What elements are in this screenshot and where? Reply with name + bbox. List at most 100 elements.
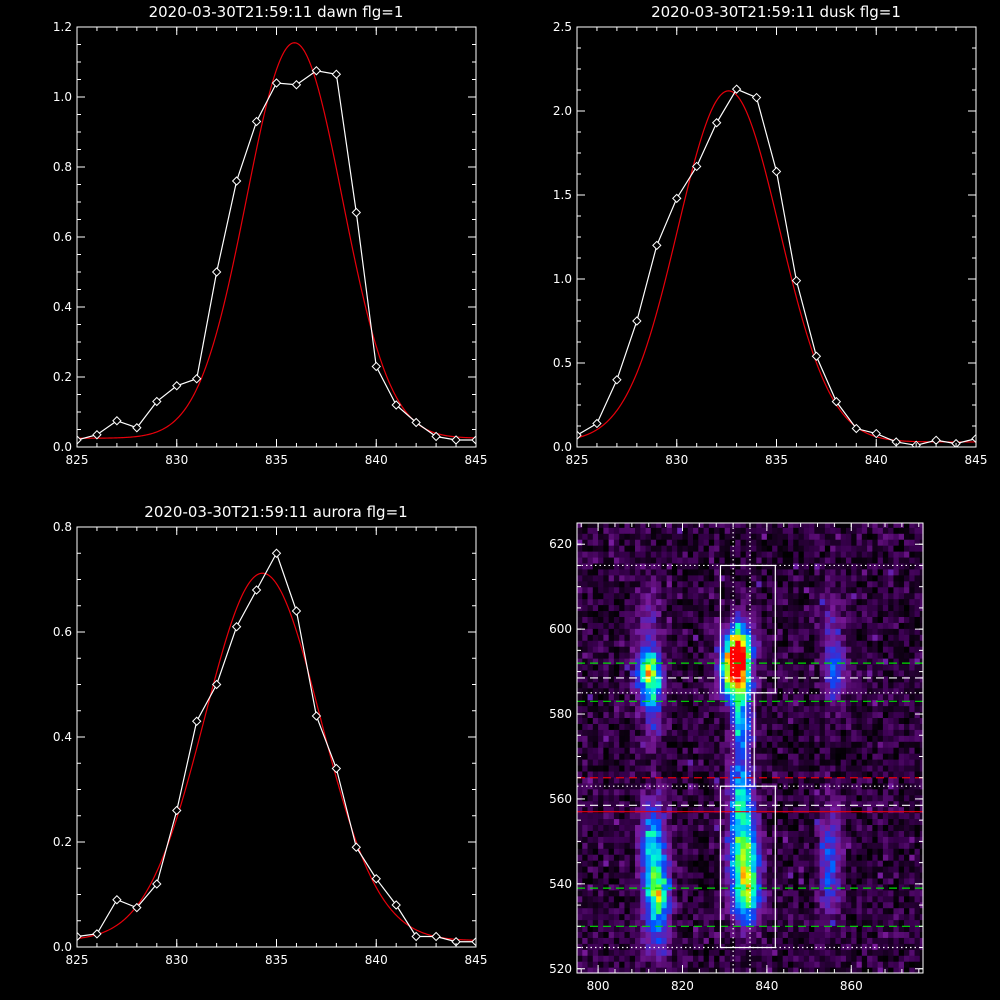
data-point (291, 80, 302, 90)
y-tick-label: 0.0 (53, 940, 72, 954)
y-tick-label: 0.0 (53, 440, 72, 454)
fit-curve (577, 90, 976, 443)
y-tick-label: 0.0 (553, 440, 572, 454)
y-tick-label: 1.0 (53, 90, 72, 104)
panel-2-title: 2020-03-30T21:59:11 dusk flg=1 (651, 3, 901, 21)
data-point (77, 435, 82, 445)
plot-frame (76, 526, 477, 948)
dawn-line-panel: 825 830 835 840 845 0.0 0.2 0.4 0.6 0.8 1.0 1.2 (53, 20, 488, 467)
y-tick-label: 2.0 (553, 104, 572, 118)
data-point (471, 435, 476, 445)
y-tick-label: 560 (549, 792, 572, 806)
x-tick-label: 845 (965, 453, 988, 467)
data-point (751, 92, 762, 103)
data-point (191, 374, 202, 384)
x-tick-label: 800 (587, 979, 610, 993)
data-point (791, 275, 802, 286)
x-tick-label: 835 (265, 453, 288, 467)
y-tick-label: 580 (549, 707, 572, 721)
measured-line (77, 551, 476, 943)
data-point (291, 606, 302, 616)
data-point (371, 361, 381, 372)
y-tick-label: 0.5 (553, 356, 572, 370)
data-point (311, 66, 322, 76)
data-point (92, 929, 102, 939)
panel-3-title: 2020-03-30T21:59:11 aurora flg=1 (144, 503, 407, 521)
data-point (672, 193, 682, 204)
x-tick-label: 820 (671, 979, 694, 993)
data-point (251, 116, 262, 127)
data-point (371, 874, 381, 884)
data-point (851, 423, 862, 434)
data-point (191, 716, 202, 726)
plot-area (77, 548, 476, 947)
data-point (112, 416, 122, 426)
data-point (251, 585, 262, 595)
data-point (391, 900, 401, 910)
data-point (871, 428, 881, 439)
x-tick-label: 835 (765, 453, 788, 467)
fit-curve (77, 42, 476, 439)
data-point (152, 396, 162, 407)
data-point (592, 418, 602, 429)
plot-frame (576, 26, 977, 448)
data-point (211, 267, 222, 277)
x-tick-label: 835 (265, 953, 288, 967)
y-tick-label: 0.4 (53, 730, 72, 744)
data-point (351, 842, 362, 852)
panel-1-title: 2020-03-30T21:59:11 dawn flg=1 (149, 3, 404, 21)
data-point (971, 433, 976, 444)
data-point (831, 396, 842, 407)
data-point (112, 895, 122, 905)
y-tick-label: 0.2 (53, 370, 72, 384)
x-tick-label: 830 (165, 953, 188, 967)
x-tick-label: 845 (465, 953, 488, 967)
x-tick-label: 830 (665, 453, 688, 467)
data-point (351, 207, 362, 218)
data-point (612, 375, 622, 385)
x-tick-label: 840 (865, 453, 888, 467)
data-point (771, 166, 782, 177)
data-point (271, 78, 282, 88)
measured-line (577, 88, 976, 446)
data-point (577, 430, 582, 440)
spectrogram-heatmap-panel: 800 820 840 860 520 540 560 580 600 620 (549, 522, 924, 993)
y-tick-label: 1.0 (553, 272, 572, 286)
x-tick-label: 845 (465, 453, 488, 467)
data-point (331, 69, 342, 79)
x-tick-label: 825 (66, 953, 89, 967)
data-point (411, 417, 421, 428)
data-point (471, 937, 476, 947)
data-point (172, 381, 182, 391)
data-point (311, 711, 322, 721)
fit-curve (77, 572, 476, 941)
data-point (231, 176, 242, 186)
dusk-line-panel: 825 830 835 840 845 0.0 0.5 1.0 1.5 2.0 2.5 (553, 20, 988, 467)
plot-area (77, 42, 476, 445)
x-tick-label: 830 (165, 453, 188, 467)
x-tick-label: 840 (755, 979, 778, 993)
y-tick-label: 620 (549, 537, 572, 551)
data-point (231, 622, 242, 632)
y-tick-label: 0.4 (53, 300, 72, 314)
data-point (431, 431, 441, 442)
region-box (745, 692, 755, 787)
y-tick-label: 1.2 (53, 20, 72, 34)
y-tick-label: 600 (549, 622, 572, 636)
data-point (92, 430, 102, 440)
data-point (211, 679, 222, 690)
data-point (811, 351, 822, 361)
data-point (411, 931, 421, 942)
data-point (152, 879, 162, 889)
data-point (711, 118, 722, 128)
data-point (431, 931, 441, 942)
plot-area (577, 84, 976, 447)
x-tick-label: 825 (66, 453, 89, 467)
x-tick-label: 840 (365, 953, 388, 967)
measured-line (77, 70, 476, 441)
x-tick-label: 860 (840, 979, 863, 993)
y-tick-label: 0.2 (53, 835, 72, 849)
data-point (391, 400, 401, 410)
data-point (271, 548, 282, 558)
